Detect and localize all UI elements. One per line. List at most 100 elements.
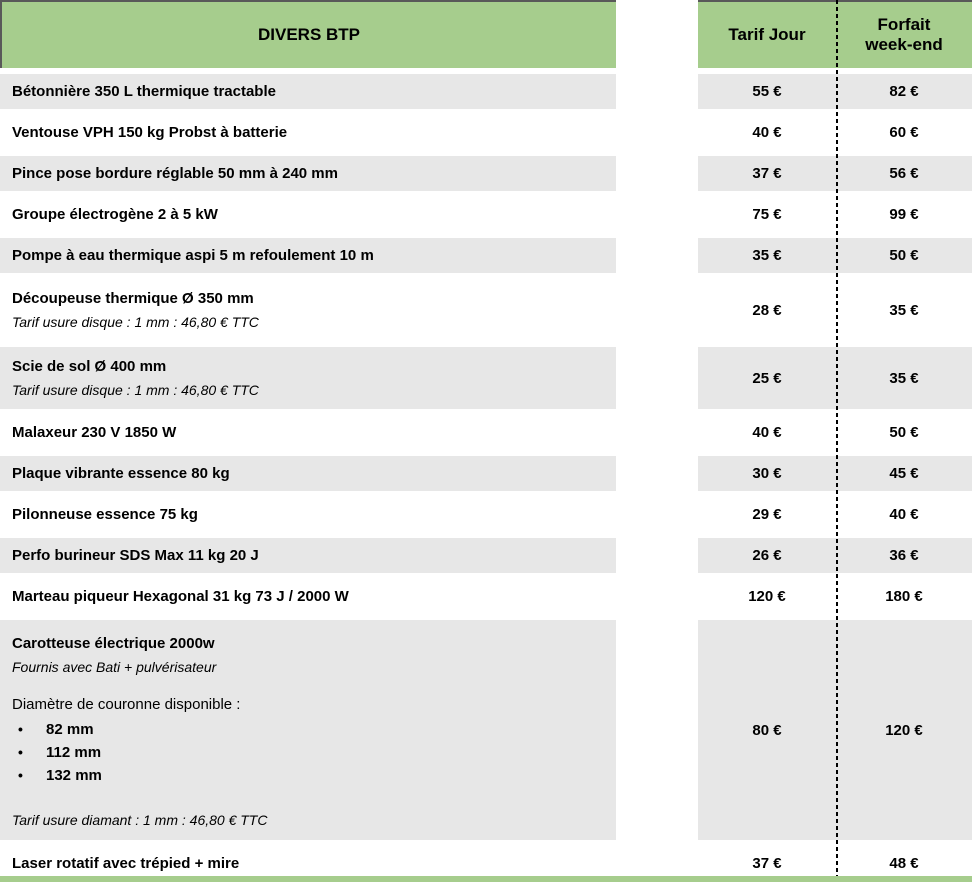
- item-note: Fournis avec Bati + pulvérisateur: [12, 659, 217, 675]
- price-weekend-cell: 35 €: [836, 347, 972, 409]
- price-day-cell: 120 €: [698, 579, 836, 614]
- weekend-rate-label: Forfait week-end: [865, 15, 943, 54]
- header-cell-category: DIVERS BTP: [0, 0, 616, 68]
- price-weekend: 45 €: [889, 465, 919, 482]
- table-row: Découpeuse thermique Ø 350 mm Tarif usure…: [0, 279, 972, 341]
- price-day: 35 €: [752, 247, 782, 264]
- price-day-cell: 28 €: [698, 279, 836, 341]
- price-weekend: 50 €: [889, 247, 919, 264]
- gap-column: [616, 347, 698, 409]
- bullet-icon: •: [18, 721, 23, 737]
- table-row: Scie de sol Ø 400 mm Tarif usure disque :…: [0, 347, 972, 409]
- price-weekend-cell: 180 €: [836, 579, 972, 614]
- item-cell: Découpeuse thermique Ø 350 mm Tarif usure…: [0, 279, 616, 341]
- price-weekend: 35 €: [889, 301, 919, 319]
- bullet-icon: •: [18, 744, 23, 760]
- day-rate-label: Tarif Jour: [728, 25, 806, 44]
- price-day: 40 €: [752, 124, 782, 141]
- table-header: DIVERS BTP Tarif Jour Forfait week-end: [0, 0, 972, 68]
- item-name: Groupe électrogène 2 à 5 kW: [12, 205, 218, 223]
- item-name: Marteau piqueur Hexagonal 31 kg 73 J / 2…: [12, 587, 349, 605]
- price-weekend: 120 €: [885, 721, 923, 739]
- price-day: 25 €: [752, 369, 782, 387]
- table-row: Marteau piqueur Hexagonal 31 kg 73 J / 2…: [0, 579, 972, 614]
- price-weekend: 48 €: [889, 855, 919, 872]
- table-row: Ventouse VPH 150 kg Probst à batterie 40 …: [0, 115, 972, 150]
- bullet-value: 132 mm: [46, 767, 102, 784]
- bullet-icon: •: [18, 767, 23, 783]
- price-weekend-cell: 45 €: [836, 456, 972, 491]
- item-note: Tarif usure disque : 1 mm : 46,80 € TTC: [12, 382, 259, 398]
- category-title: DIVERS BTP: [257, 25, 361, 44]
- table-row: Pompe à eau thermique aspi 5 m refouleme…: [0, 238, 972, 273]
- price-weekend: 56 €: [889, 165, 919, 182]
- item-cell: Laser rotatif avec trépied + mire: [0, 846, 616, 881]
- item-cell: Malaxeur 230 V 1850 W: [0, 415, 616, 450]
- item-name: Scie de sol Ø 400 mm: [12, 358, 167, 375]
- item-name: Découpeuse thermique Ø 350 mm: [12, 290, 254, 307]
- header-cell-day-rate: Tarif Jour: [698, 0, 836, 68]
- item-cell: Perfo burineur SDS Max 11 kg 20 J: [0, 538, 616, 573]
- gap-column: [616, 497, 698, 532]
- price-weekend-cell: 36 €: [836, 538, 972, 573]
- price-day-cell: 37 €: [698, 156, 836, 191]
- table-row: Groupe électrogène 2 à 5 kW 75 € 99 €: [0, 197, 972, 232]
- item-name: Bétonnière 350 L thermique tractable: [12, 82, 276, 100]
- item-cell: Marteau piqueur Hexagonal 31 kg 73 J / 2…: [0, 579, 616, 614]
- price-day-cell: 75 €: [698, 197, 836, 232]
- item-name: Carotteuse électrique 2000w: [12, 635, 215, 652]
- gap-column: [616, 846, 698, 881]
- item-note: Tarif usure disque : 1 mm : 46,80 € TTC: [12, 314, 259, 330]
- gap-column: [616, 279, 698, 341]
- item-name: Malaxeur 230 V 1850 W: [12, 423, 177, 441]
- price-weekend-cell: 99 €: [836, 197, 972, 232]
- item-cell: Bétonnière 350 L thermique tractable: [0, 74, 616, 109]
- next-section-header-strip: [0, 876, 972, 882]
- gap-column: [616, 456, 698, 491]
- gap-column: [616, 115, 698, 150]
- item-cell: Carotteuse électrique 2000w Fournis avec …: [0, 620, 616, 840]
- header-cell-weekend-rate: Forfait week-end: [836, 0, 972, 68]
- price-day-cell: 25 €: [698, 347, 836, 409]
- table-row: Pince pose bordure réglable 50 mm à 240 …: [0, 156, 972, 191]
- gap-column: [616, 415, 698, 450]
- item-cell: Pilonneuse essence 75 kg: [0, 497, 616, 532]
- price-day: 29 €: [752, 506, 782, 523]
- gap-column: [616, 238, 698, 273]
- price-day: 26 €: [752, 547, 782, 564]
- item-name: Plaque vibrante essence 80 kg: [12, 464, 230, 482]
- price-day-cell: 80 €: [698, 620, 836, 840]
- price-weekend-cell: 82 €: [836, 74, 972, 109]
- table-row: Laser rotatif avec trépied + mire 37 € 48 …: [0, 846, 972, 881]
- price-weekend: 40 €: [889, 506, 919, 523]
- price-weekend-cell: 120 €: [836, 620, 972, 840]
- bullet-value: 82 mm: [46, 721, 94, 738]
- spacer: [12, 678, 604, 692]
- price-day: 75 €: [752, 206, 782, 223]
- item-cell: Groupe électrogène 2 à 5 kW: [0, 197, 616, 232]
- price-weekend: 180 €: [885, 588, 923, 605]
- price-weekend: 35 €: [889, 369, 919, 387]
- gap-column: [616, 538, 698, 573]
- price-weekend: 60 €: [889, 124, 919, 141]
- bullet-value: 112 mm: [46, 744, 102, 761]
- gap-column: [616, 0, 698, 68]
- price-weekend: 36 €: [889, 547, 919, 564]
- gap-column: [616, 620, 698, 840]
- price-day-cell: 37 €: [698, 846, 836, 881]
- gap-column: [616, 579, 698, 614]
- price-day: 120 €: [748, 588, 786, 605]
- price-weekend-cell: 60 €: [836, 115, 972, 150]
- price-day: 55 €: [752, 83, 782, 100]
- bullet-item: • 112 mm: [12, 741, 604, 764]
- item-name: Laser rotatif avec trépied + mire: [12, 854, 240, 872]
- price-weekend-cell: 56 €: [836, 156, 972, 191]
- price-weekend-cell: 50 €: [836, 415, 972, 450]
- gap-column: [616, 197, 698, 232]
- item-cell: Plaque vibrante essence 80 kg: [0, 456, 616, 491]
- price-day: 30 €: [752, 465, 782, 482]
- price-weekend: 99 €: [889, 206, 919, 223]
- item-name: Perfo burineur SDS Max 11 kg 20 J: [12, 546, 259, 564]
- item-name: Pince pose bordure réglable 50 mm à 240 …: [12, 164, 338, 182]
